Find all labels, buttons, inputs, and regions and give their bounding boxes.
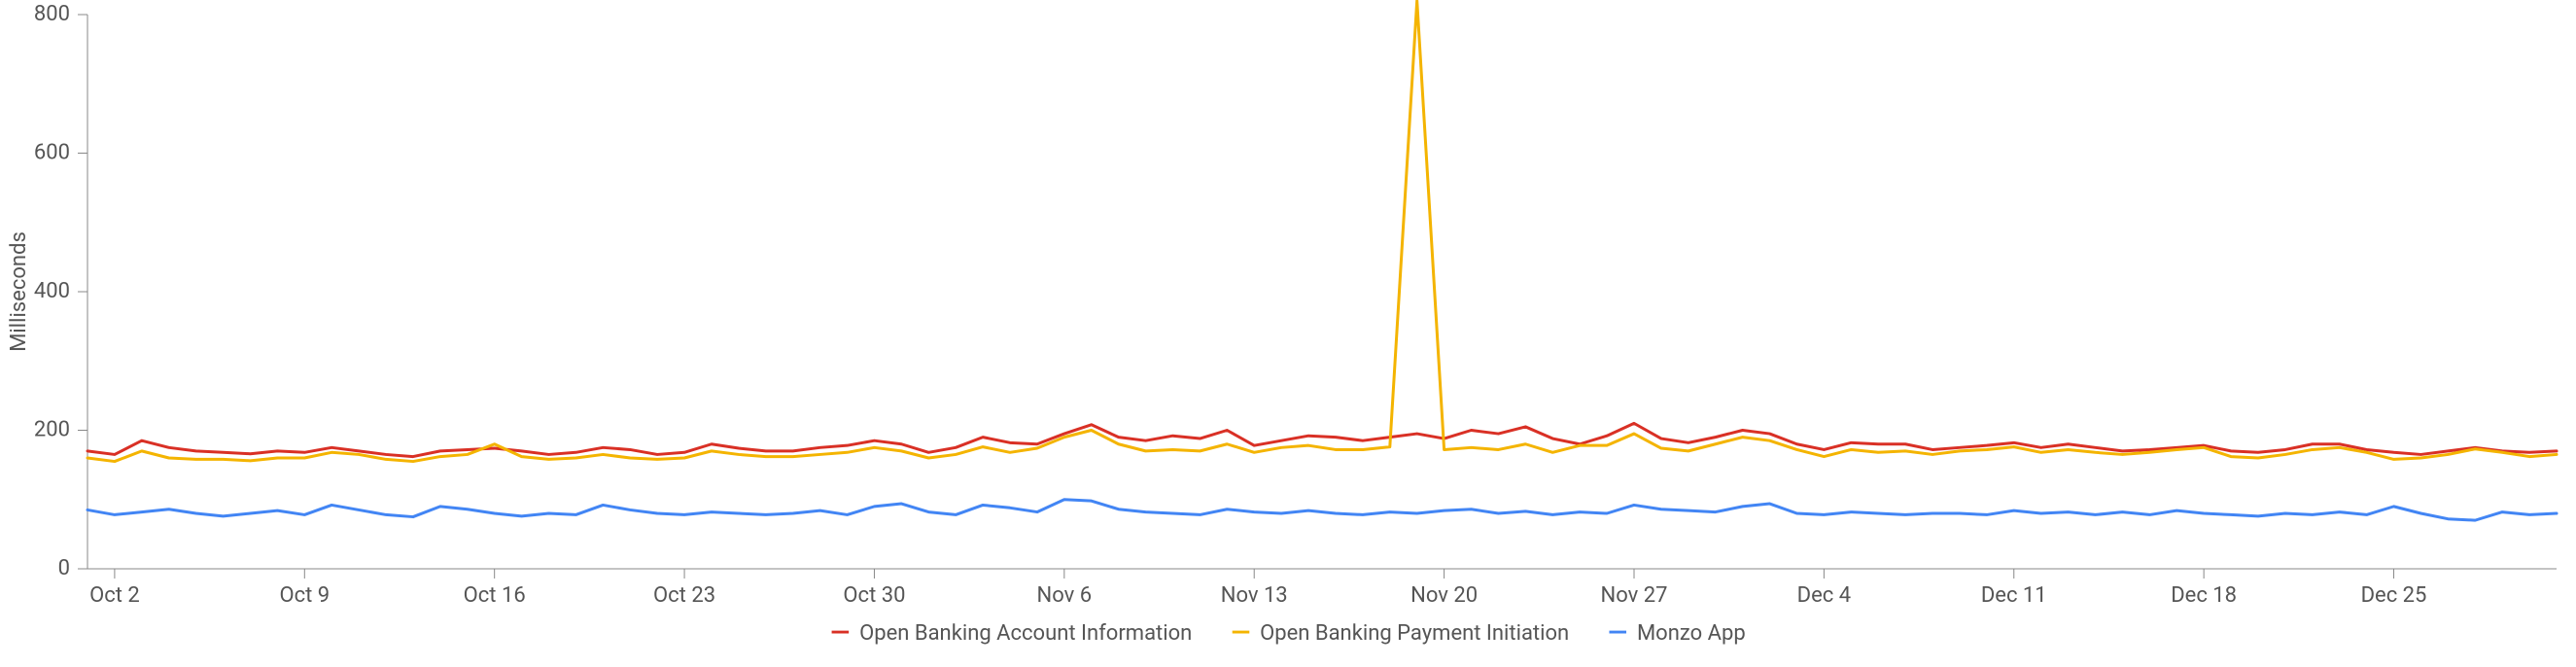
- legend-label: Monzo App: [1637, 621, 1746, 646]
- y-tick-label: 600: [34, 140, 70, 164]
- x-tick-label: Dec 18: [2171, 583, 2237, 608]
- response-time-chart: 0 200 400 600 800 Milliseconds Oct 2 Oct 9 Oct 1…: [0, 0, 2576, 667]
- y-tick-label: 800: [34, 2, 70, 26]
- x-tick-label: Oct 30: [843, 583, 905, 608]
- x-tick-label: Nov 27: [1601, 583, 1668, 608]
- y-tick-label: 200: [34, 417, 70, 441]
- series-line-obai: [87, 423, 2557, 456]
- x-tick-label: Nov 20: [1410, 583, 1478, 608]
- x-tick-label: Nov 13: [1221, 583, 1288, 608]
- y-tick-label: 400: [34, 279, 70, 303]
- x-tick-label: Dec 4: [1797, 583, 1851, 608]
- x-tick-label: Oct 9: [279, 583, 330, 608]
- legend-swatch: —: [830, 618, 850, 648]
- series-line-obpi: [87, 1, 2557, 462]
- y-tick-label: 0: [58, 556, 70, 580]
- chart-svg: 0 200 400 600 800 Milliseconds Oct 2 Oct 9 Oct 1…: [0, 0, 2576, 667]
- y-axis-label: Milliseconds: [7, 231, 31, 352]
- x-tick-label: Oct 16: [464, 583, 526, 608]
- legend-label: Open Banking Account Information: [859, 621, 1192, 646]
- legend-item: — Open Banking Payment Initiation: [1231, 618, 1569, 648]
- chart-legend: — Open Banking Account Information — Open B…: [0, 618, 2576, 648]
- legend-item: — Monzo App: [1608, 618, 1746, 648]
- legend-swatch: —: [1608, 618, 1627, 648]
- series-line-monzo: [87, 500, 2557, 520]
- x-tick-label: Oct 2: [89, 583, 140, 608]
- x-tick-label: Dec 11: [1981, 583, 2047, 608]
- legend-label: Open Banking Payment Initiation: [1260, 621, 1569, 646]
- x-tick-label: Nov 6: [1037, 583, 1093, 608]
- legend-swatch: —: [1231, 618, 1250, 648]
- x-tick-label: Dec 25: [2361, 583, 2427, 608]
- legend-item: — Open Banking Account Information: [830, 618, 1192, 648]
- x-tick-label: Oct 23: [653, 583, 715, 608]
